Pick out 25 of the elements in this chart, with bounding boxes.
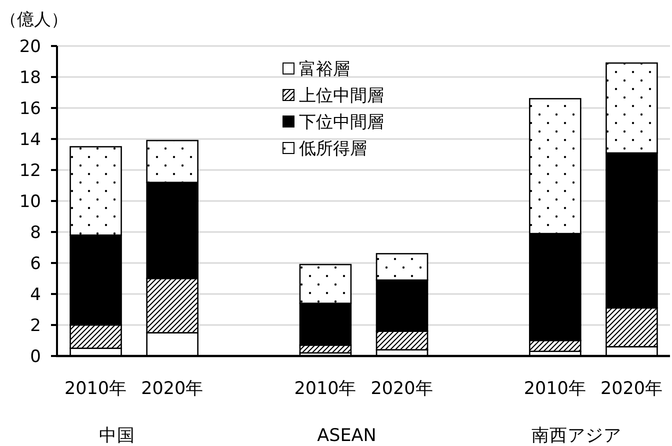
x-tick-label: 2010年 [294,379,357,399]
legend-label: 低所得層 [299,139,367,160]
legend-label: 下位中間層 [299,112,384,133]
y-tick-label: 16 [19,99,41,120]
y-tick-label: 4 [30,285,41,306]
y-tick-label: 8 [30,223,41,244]
x-tick-label: 2020年 [141,379,204,399]
y-tick-label: 2 [30,316,41,336]
y-axis-title: （億人） [0,10,68,30]
x-tick-label: 2020年 [600,379,663,399]
x-tick-label: 2010年 [524,379,586,399]
legend-label: 上位中間層 [299,86,384,106]
legend-label: 富裕層 [299,60,350,80]
y-tick-label: 18 [19,68,41,88]
y-tick-label: 20 [19,37,41,58]
y-tick-label: 12 [19,161,41,182]
text: ASEAN [317,426,376,446]
x-tick-label: 2020年 [370,379,434,399]
text: 南西アジア [531,426,622,446]
y-tick-label: 6 [30,254,41,274]
y-tick-label: 10 [19,192,41,212]
y-tick-label: 0 [30,347,41,368]
text: 中国 [99,426,136,446]
x-tick-label: 2010年 [64,379,128,399]
y-tick-label: 14 [19,130,41,150]
